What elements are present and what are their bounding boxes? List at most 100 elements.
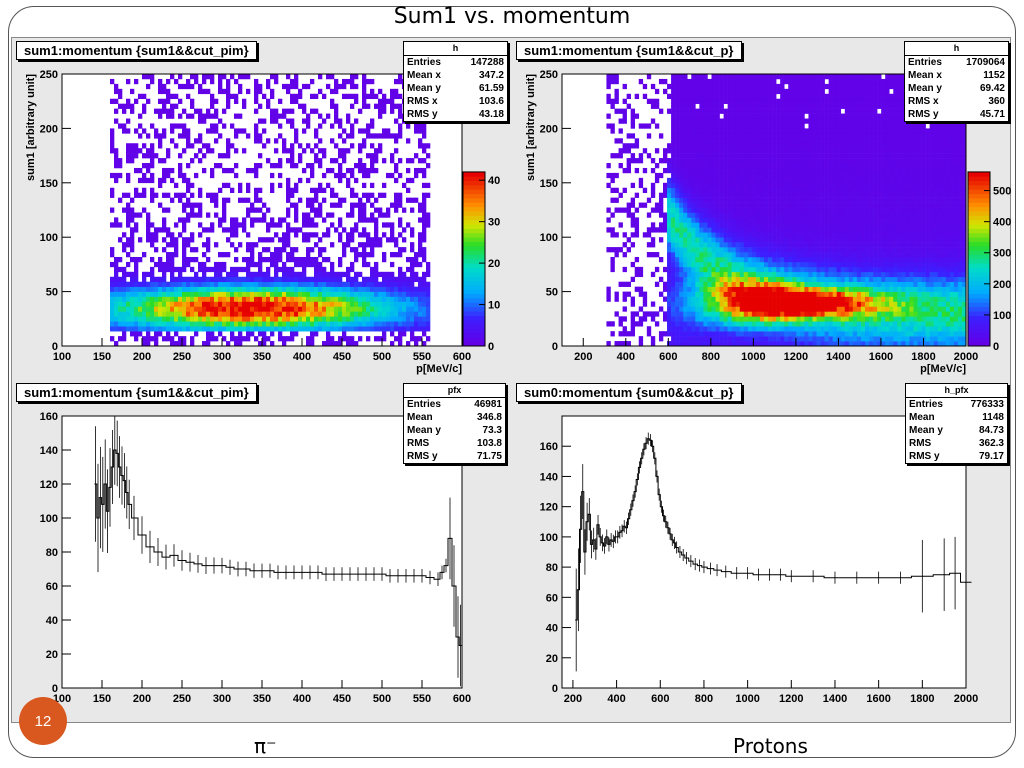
heatmap-cell xyxy=(382,336,387,342)
heatmap-cell xyxy=(126,301,131,307)
heatmap-cell xyxy=(242,276,247,283)
heatmap-cell xyxy=(751,217,757,223)
heatmap-cell xyxy=(820,266,825,273)
heatmap-cell xyxy=(683,326,688,332)
heatmap-cell xyxy=(691,113,696,119)
heatmap-cell xyxy=(310,172,315,179)
heatmap-cell xyxy=(122,281,127,287)
heatmap-cell xyxy=(804,202,809,208)
heatmap-cell xyxy=(739,271,745,278)
heatmap-cell xyxy=(638,202,644,208)
heatmap-cell xyxy=(695,93,700,100)
heatmap-cell xyxy=(258,88,263,95)
heatmap-cell xyxy=(398,296,403,302)
heatmap-cell xyxy=(418,306,423,312)
heatmap-cell xyxy=(816,158,821,164)
heatmap-cell xyxy=(370,266,375,273)
heatmap-cell xyxy=(715,217,720,223)
heatmap-cell xyxy=(695,331,700,337)
heatmap-cell xyxy=(788,158,793,164)
x-tick-label: 200 xyxy=(133,351,151,363)
heatmap-cell xyxy=(711,261,716,268)
heatmap-cell xyxy=(402,227,407,233)
heatmap-cell xyxy=(683,108,688,114)
heatmap-cell xyxy=(707,108,712,114)
heatmap-cell xyxy=(691,296,696,302)
heatmap-cell xyxy=(202,242,207,248)
heatmap-cell xyxy=(768,252,773,258)
heatmap-cell xyxy=(675,341,680,347)
heatmap-cell xyxy=(675,192,680,198)
heatmap-cell xyxy=(114,296,119,302)
heatmap-cell xyxy=(687,296,692,302)
heatmap-cell xyxy=(687,88,692,95)
heatmap-cell xyxy=(755,271,761,278)
heatmap-cell xyxy=(390,321,395,327)
heatmap-cell xyxy=(126,291,131,297)
heatmap-cell xyxy=(298,271,303,278)
heatmap-cell xyxy=(258,271,263,278)
heatmap-cell xyxy=(747,271,753,278)
heatmap-cell xyxy=(691,217,696,223)
heatmap-cell xyxy=(158,88,163,95)
heatmap-cell xyxy=(719,281,724,287)
heatmap-cell xyxy=(238,331,243,337)
heatmap-cell xyxy=(650,311,656,317)
heatmap-cell xyxy=(764,202,769,208)
heatmap-cell xyxy=(776,232,781,238)
heatmap-cell xyxy=(743,187,749,193)
heatmap-cell xyxy=(755,321,761,327)
heatmap-cell xyxy=(751,222,757,228)
heatmap-cell xyxy=(226,291,231,297)
heatmap-cell xyxy=(174,93,179,100)
heatmap-cell xyxy=(422,217,427,223)
heatmap-cell xyxy=(250,247,255,253)
heatmap-cell xyxy=(226,167,231,174)
heatmap-cell xyxy=(796,306,801,312)
heatmap-cell xyxy=(334,192,339,198)
heatmap-cell xyxy=(699,98,704,104)
heatmap-cell xyxy=(154,306,159,312)
heatmap-cell xyxy=(258,133,263,139)
heatmap-cell xyxy=(318,286,323,292)
heatmap-cell xyxy=(828,321,833,327)
heatmap-cell xyxy=(338,83,343,90)
heatmap-cell xyxy=(158,78,163,85)
heatmap-cell xyxy=(723,148,728,154)
heatmap-cell xyxy=(743,227,749,233)
heatmap-cell xyxy=(683,301,688,307)
heatmap-cell xyxy=(118,286,123,292)
heatmap-cell xyxy=(772,187,777,193)
heatmap-cell xyxy=(394,138,399,144)
heatmap-cell xyxy=(334,118,339,124)
heatmap-cell xyxy=(186,296,191,302)
heatmap-cell xyxy=(675,133,680,139)
heatmap-cell xyxy=(270,182,275,189)
heatmap-cell xyxy=(194,316,199,322)
heatmap-cell xyxy=(370,167,375,174)
heatmap-cell xyxy=(150,237,155,243)
heatmap-cell xyxy=(784,108,789,114)
heatmap-cell xyxy=(610,78,615,85)
heatmap-cell xyxy=(118,222,123,228)
heatmap-cell xyxy=(210,113,215,119)
heatmap-cell xyxy=(743,163,749,169)
heatmap-cell xyxy=(654,98,660,104)
heatmap-cell xyxy=(238,296,243,302)
heatmap-cell xyxy=(816,182,821,189)
heatmap-cell xyxy=(166,207,171,213)
heatmap-cell xyxy=(699,123,704,129)
heatmap-cell xyxy=(646,197,652,203)
heatmap-cell xyxy=(727,78,732,85)
heatmap-cell xyxy=(796,133,801,139)
heatmap-cell xyxy=(691,316,696,322)
heatmap-cell xyxy=(788,83,793,90)
heatmap-cell xyxy=(302,296,307,302)
heatmap-cell xyxy=(242,222,247,228)
heatmap-cell xyxy=(820,177,825,184)
heatmap-cell xyxy=(691,182,696,189)
heatmap-cell xyxy=(828,212,833,218)
heatmap-cell xyxy=(772,291,777,297)
heatmap-cell xyxy=(310,331,315,337)
heatmap-cell xyxy=(158,138,163,144)
